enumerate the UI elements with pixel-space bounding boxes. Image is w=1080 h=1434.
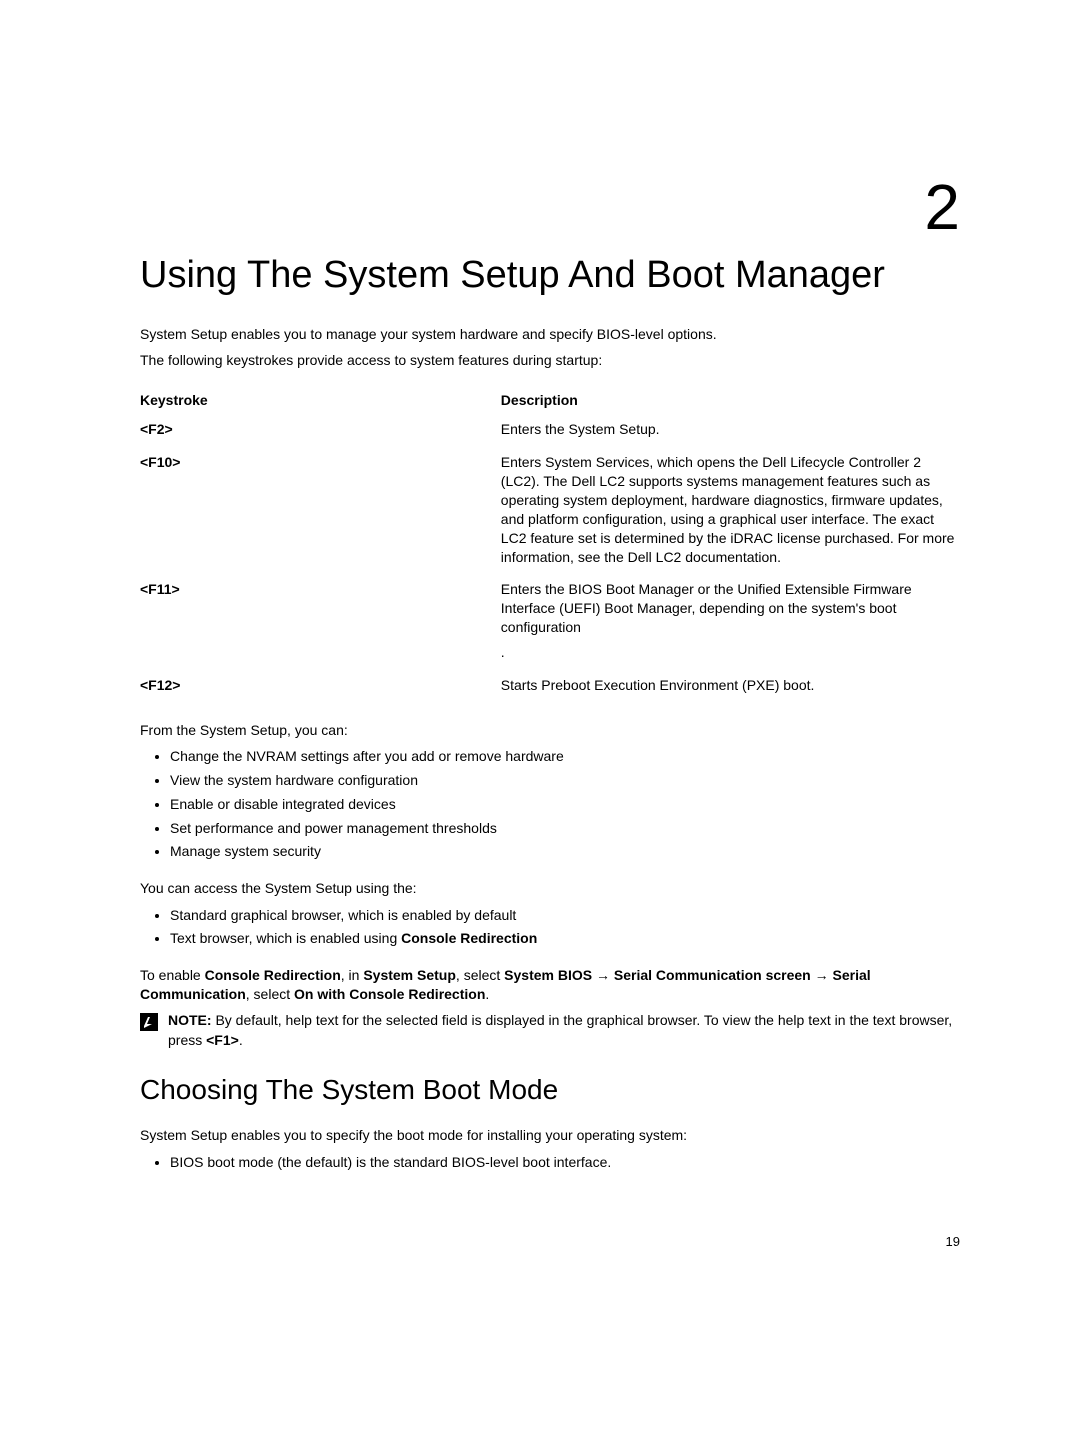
note-icon bbox=[140, 1013, 158, 1036]
text: . bbox=[485, 986, 489, 1002]
list-item: Set performance and power management thr… bbox=[170, 818, 960, 840]
text: To enable bbox=[140, 967, 205, 983]
table-row: <F10> Enters System Services, which open… bbox=[140, 447, 960, 574]
description-text: Enters the BIOS Boot Manager or the Unif… bbox=[501, 581, 912, 635]
intro-paragraph-2: The following keystrokes provide access … bbox=[140, 351, 960, 371]
arrow: → bbox=[811, 967, 833, 983]
page-number: 19 bbox=[140, 1234, 960, 1249]
note-key: <F1> bbox=[206, 1032, 239, 1048]
bold: On with Console Redirection bbox=[294, 986, 485, 1002]
table-row: <F2> Enters the System Setup. bbox=[140, 414, 960, 447]
lead-text-1: From the System Setup, you can: bbox=[140, 721, 960, 741]
section-paragraph: System Setup enables you to specify the … bbox=[140, 1126, 960, 1146]
document-page: 2 Using The System Setup And Boot Manage… bbox=[0, 0, 1080, 1329]
description-cell: Starts Preboot Execution Environment (PX… bbox=[501, 670, 960, 703]
arrow: → bbox=[592, 967, 614, 983]
keystroke-cell: <F12> bbox=[140, 670, 501, 703]
text: , select bbox=[246, 986, 294, 1002]
table-header-row: Keystroke Description bbox=[140, 386, 960, 414]
note-tail: . bbox=[239, 1032, 243, 1048]
keystroke-cell: <F11> bbox=[140, 574, 501, 670]
list-item: Standard graphical browser, which is ena… bbox=[170, 905, 960, 927]
boot-mode-list: BIOS boot mode (the default) is the stan… bbox=[140, 1152, 960, 1174]
list-item: View the system hardware configuration bbox=[170, 770, 960, 792]
description-cell: Enters the BIOS Boot Manager or the Unif… bbox=[501, 574, 960, 670]
chapter-title: Using The System Setup And Boot Manager bbox=[140, 254, 960, 297]
bold: System Setup bbox=[363, 967, 456, 983]
keystroke-table: Keystroke Description <F2> Enters the Sy… bbox=[140, 386, 960, 703]
table-row: <F11> Enters the BIOS Boot Manager or th… bbox=[140, 574, 960, 670]
list-item: Enable or disable integrated devices bbox=[170, 794, 960, 816]
enable-console-redirection: To enable Console Redirection, in System… bbox=[140, 966, 960, 1005]
list-item: Change the NVRAM settings after you add … bbox=[170, 746, 960, 768]
trailing-dot: . bbox=[501, 643, 960, 662]
table-header-description: Description bbox=[501, 386, 960, 414]
text: , in bbox=[341, 967, 364, 983]
list-item-text: Text browser, which is enabled using bbox=[170, 930, 401, 946]
bold: System BIOS bbox=[504, 967, 592, 983]
note-text: NOTE: By default, help text for the sele… bbox=[168, 1011, 960, 1050]
chapter-number: 2 bbox=[140, 170, 960, 244]
description-cell: Enters System Services, which opens the … bbox=[501, 447, 960, 574]
access-list: Standard graphical browser, which is ena… bbox=[140, 905, 960, 950]
list-item: Text browser, which is enabled using Con… bbox=[170, 928, 960, 950]
table-row: <F12> Starts Preboot Execution Environme… bbox=[140, 670, 960, 703]
list-item: Manage system security bbox=[170, 841, 960, 863]
note-label: NOTE: bbox=[168, 1012, 212, 1028]
bold: Serial Communication screen bbox=[614, 967, 811, 983]
note-block: NOTE: By default, help text for the sele… bbox=[140, 1011, 960, 1050]
list-item: BIOS boot mode (the default) is the stan… bbox=[170, 1152, 960, 1174]
text: , select bbox=[456, 967, 504, 983]
keystroke-cell: <F10> bbox=[140, 447, 501, 574]
table-header-keystroke: Keystroke bbox=[140, 386, 501, 414]
section-title: Choosing The System Boot Mode bbox=[140, 1074, 960, 1106]
lead-text-2: You can access the System Setup using th… bbox=[140, 879, 960, 899]
description-cell: Enters the System Setup. bbox=[501, 414, 960, 447]
bold: Console Redirection bbox=[205, 967, 341, 983]
capabilities-list: Change the NVRAM settings after you add … bbox=[140, 746, 960, 862]
intro-paragraph-1: System Setup enables you to manage your … bbox=[140, 325, 960, 345]
note-body: By default, help text for the selected f… bbox=[168, 1012, 952, 1048]
list-item-bold: Console Redirection bbox=[401, 930, 537, 946]
keystroke-cell: <F2> bbox=[140, 414, 501, 447]
